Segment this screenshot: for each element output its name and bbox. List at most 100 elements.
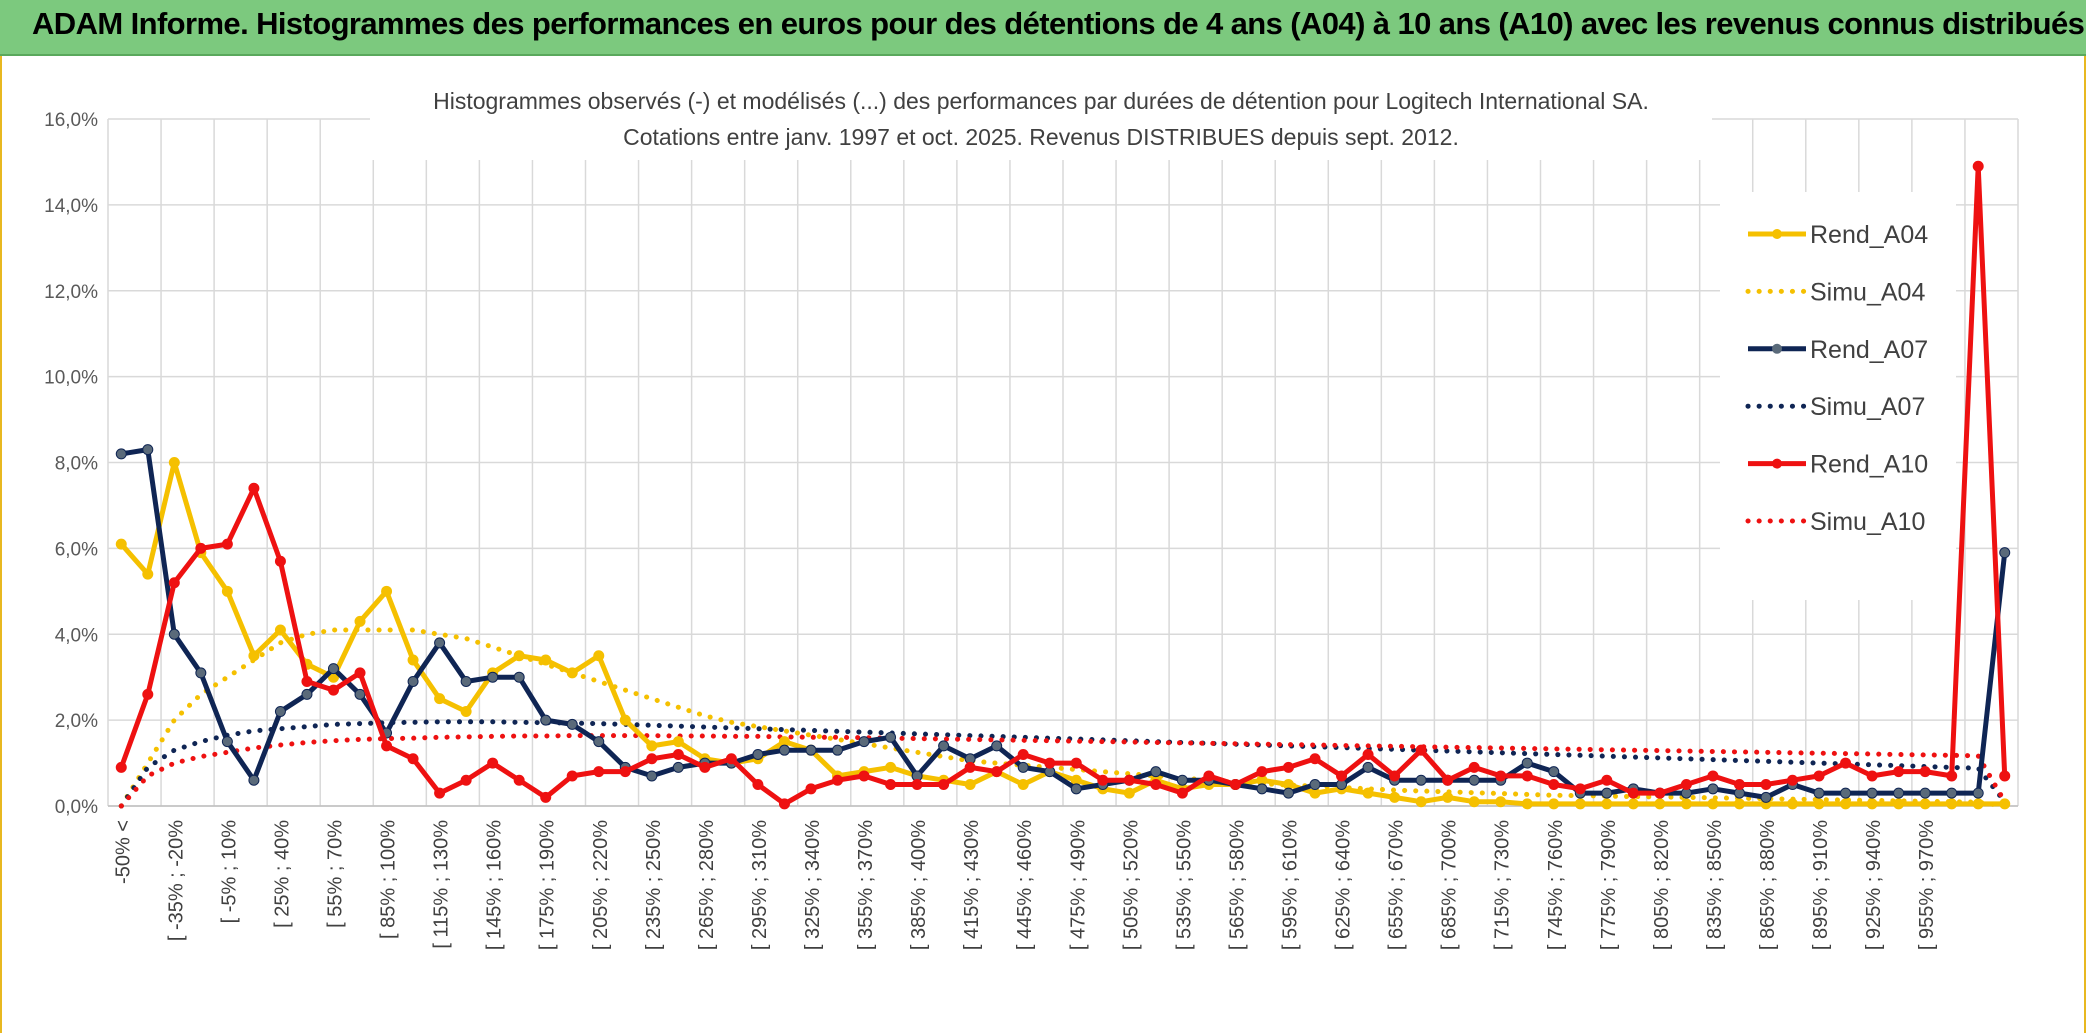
data-point	[248, 482, 260, 494]
data-point	[885, 779, 897, 791]
series-rend-a10	[115, 160, 2011, 810]
data-point	[221, 585, 233, 597]
data-point	[1389, 770, 1401, 782]
data-point	[1866, 798, 1878, 810]
data-point	[195, 667, 207, 679]
data-point	[540, 791, 552, 803]
data-point	[1256, 766, 1268, 778]
data-point	[1601, 774, 1613, 786]
data-point	[327, 684, 339, 696]
data-point	[1415, 744, 1427, 756]
legend-label: Rend_A04	[1810, 221, 1928, 249]
series-simu-a04	[118, 627, 2008, 809]
report-title: ADAM Informe. Histogrammes des performan…	[32, 6, 2085, 41]
data-point	[566, 718, 578, 730]
data-point	[1548, 779, 1560, 791]
data-point	[938, 779, 950, 791]
data-point	[1919, 798, 1931, 810]
data-point	[142, 568, 154, 580]
data-point	[1495, 770, 1507, 782]
x-tick-label: [ 805% ; 820%	[1651, 820, 1673, 950]
data-point	[805, 744, 817, 756]
series-line	[118, 733, 2008, 809]
data-point	[1919, 766, 1931, 778]
data-point	[752, 779, 764, 791]
data-point	[885, 761, 897, 773]
data-point	[1893, 766, 1905, 778]
data-point	[1017, 761, 1029, 773]
data-point	[381, 740, 393, 752]
chart-subtitle: Cotations entre janv. 1997 et oct. 2025.…	[623, 124, 1459, 150]
data-point	[752, 748, 764, 760]
data-point	[1070, 783, 1082, 795]
data-point	[1548, 766, 1560, 778]
data-point	[1309, 753, 1321, 765]
y-tick-label: 16,0%	[44, 110, 98, 131]
data-point	[1521, 798, 1533, 810]
data-point	[1150, 779, 1162, 791]
data-point	[725, 753, 737, 765]
data-point	[938, 740, 950, 752]
data-point	[1415, 774, 1427, 786]
data-point	[1309, 779, 1321, 791]
data-point	[778, 744, 790, 756]
data-point	[434, 787, 446, 799]
data-point	[1097, 774, 1109, 786]
legend-item-rend-a07: Rend_A07	[1748, 336, 1928, 364]
y-axis: 0,0% 2,0% 4,0% 6,0% 8,0% 10,0% 12,0% 14,0% 16,0%	[44, 110, 98, 818]
series-simu-a10	[118, 733, 2008, 809]
data-point	[434, 637, 446, 649]
legend-label: Rend_A07	[1810, 336, 1928, 364]
data-point	[1919, 787, 1931, 799]
data-point	[1840, 757, 1852, 769]
data-point	[805, 783, 817, 795]
x-tick-label: [ 685% ; 700%	[1439, 820, 1461, 950]
x-tick-label: [ 895% ; 910%	[1810, 820, 1832, 950]
data-point	[1707, 770, 1719, 782]
data-point	[593, 736, 605, 748]
x-tick-label: [ 475% ; 490%	[1067, 820, 1089, 950]
data-point	[1468, 761, 1480, 773]
data-point	[513, 650, 525, 662]
data-point	[1389, 791, 1401, 803]
data-point	[274, 624, 286, 636]
data-point	[115, 538, 127, 550]
legend-label: Simu_A04	[1810, 278, 1925, 306]
x-tick-label: [ 175% ; 190%	[537, 820, 559, 950]
data-point	[1070, 757, 1082, 769]
data-point	[1229, 779, 1241, 791]
data-point	[1893, 798, 1905, 810]
data-point	[1680, 779, 1692, 791]
data-point	[487, 671, 499, 683]
data-point	[858, 736, 870, 748]
data-point	[1787, 774, 1799, 786]
series-simu-a07	[118, 719, 2008, 809]
x-tick-label: [ 775% ; 790%	[1598, 820, 1620, 950]
data-point	[1468, 796, 1480, 808]
data-point	[593, 766, 605, 778]
legend-label: Simu_A07	[1810, 393, 1925, 421]
data-point	[168, 457, 180, 468]
data-point	[142, 688, 154, 700]
x-tick-label: [ -35% ; -20%	[165, 820, 187, 941]
data-point	[407, 675, 419, 687]
data-point	[593, 650, 605, 662]
chart-frame: 0,0% 2,0% 4,0% 6,0% 8,0% 10,0% 12,0% 14,0% 16,0%…	[0, 56, 2086, 1033]
x-tick-label: [ 205% ; 220%	[590, 820, 612, 950]
data-point	[460, 706, 472, 718]
x-tick-label: [ 565% ; 580%	[1226, 820, 1248, 950]
x-tick-label: [ 925% ; 940%	[1863, 820, 1885, 950]
x-tick-label: [ 55% ; 70%	[324, 820, 346, 928]
data-point	[381, 585, 393, 597]
legend-label: Rend_A10	[1810, 451, 1928, 479]
data-point	[619, 714, 631, 726]
data-point	[1866, 787, 1878, 799]
data-point	[964, 779, 976, 791]
data-point	[115, 761, 127, 773]
legend-item-rend-a04: Rend_A04	[1748, 221, 1928, 249]
data-point	[327, 663, 339, 675]
data-point	[885, 731, 897, 743]
data-point	[1150, 766, 1162, 778]
data-point	[1017, 748, 1029, 760]
chart-grid	[107, 118, 2019, 807]
